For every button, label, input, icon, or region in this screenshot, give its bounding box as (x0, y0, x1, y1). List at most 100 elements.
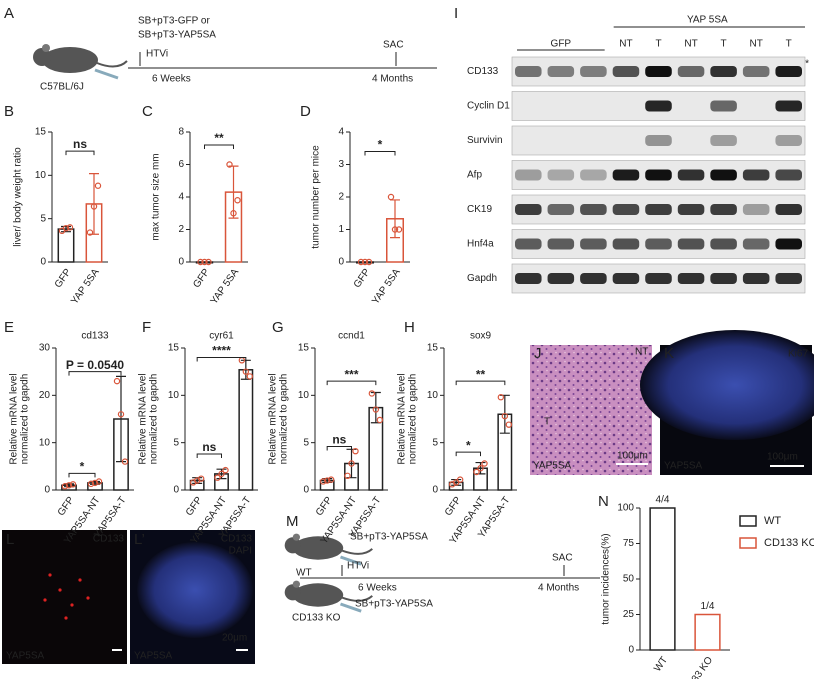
band (580, 169, 607, 181)
data-point (218, 470, 225, 478)
band (645, 66, 672, 77)
signal (48, 573, 52, 577)
label: SB+pT3-YAP5SA (355, 599, 433, 610)
y-tick-label: 100 (617, 503, 634, 514)
label: SB+pT3-YAP5SA (138, 30, 216, 41)
data-point (327, 476, 335, 483)
y-tick-label: 2 (338, 192, 344, 203)
x-tick-label: GFP (352, 267, 373, 290)
label: SAC (383, 40, 404, 51)
band (580, 204, 607, 215)
band (677, 204, 705, 215)
panel-label: G (272, 319, 284, 336)
syringe (340, 555, 362, 566)
band (710, 273, 737, 284)
data-point (352, 447, 359, 455)
bracket (326, 445, 352, 451)
signal (70, 603, 74, 607)
y-tick-label: 20 (39, 390, 51, 401)
bracket (68, 371, 122, 376)
bracket (455, 380, 506, 386)
panel-label: A (4, 5, 14, 22)
legend-swatch (739, 515, 757, 527)
band (515, 66, 542, 77)
y-tick-label: 10 (39, 437, 51, 448)
band (710, 169, 737, 181)
stain: CD133 (221, 534, 253, 545)
y-axis-label: Relative mRNA level (9, 373, 20, 464)
y-tick-label: 1 (338, 224, 344, 235)
y-tick-label: 5 (40, 213, 46, 224)
data-point (94, 182, 102, 189)
data-point (62, 224, 70, 232)
data-point (201, 258, 208, 266)
band (710, 135, 737, 146)
label: SB+pT3-GFP or (138, 16, 210, 27)
band (580, 273, 607, 284)
value-label: 1/4 (701, 601, 715, 612)
protein-label: Cyclin D1 (467, 101, 510, 112)
y-tick-label: 5 (303, 437, 309, 448)
y-tick-label: 0 (178, 257, 184, 268)
x-tick-label: GFP (56, 495, 77, 518)
data-point (501, 412, 509, 420)
protein-label: Gapdh (467, 273, 497, 284)
band (775, 169, 802, 181)
significance: **** (212, 344, 231, 358)
mouse-tail (341, 548, 373, 555)
significance: *** (344, 367, 358, 381)
band (580, 238, 607, 250)
panel-label: L (6, 531, 14, 548)
data-point (205, 258, 212, 266)
data-point (91, 479, 99, 487)
data-point (86, 229, 94, 236)
y-axis-label: Relative mRNA level (268, 373, 279, 464)
y-axis-label: normalized to gapdh (408, 374, 419, 465)
protein-label: CK19 (467, 204, 492, 215)
region: T (544, 417, 550, 428)
band (677, 169, 705, 181)
band (645, 169, 672, 181)
band (515, 169, 542, 181)
blot-strip (511, 125, 806, 156)
band (515, 273, 542, 284)
data-point (365, 258, 373, 266)
y-tick-label: 0 (173, 485, 179, 496)
y-tick-label: 0 (303, 485, 309, 496)
data-point (117, 411, 125, 418)
band (547, 169, 575, 181)
data-point (61, 483, 69, 490)
band (775, 135, 802, 146)
data-point (361, 258, 369, 266)
group: WT (296, 568, 312, 579)
bar (238, 369, 254, 491)
band (677, 273, 705, 284)
y-tick-label: 8 (178, 127, 184, 138)
signal (43, 598, 47, 602)
band (775, 66, 802, 77)
band (612, 66, 640, 77)
data-point (113, 377, 121, 385)
data-point (481, 460, 488, 467)
data-point (376, 416, 384, 424)
band (612, 204, 640, 215)
scale: 20μm (222, 633, 247, 644)
chart-title: cyr61 (209, 331, 234, 342)
mouse-ear (292, 580, 300, 588)
signal (86, 596, 90, 600)
data-point (87, 480, 95, 488)
chart-title: ccnd1 (338, 331, 365, 342)
band (710, 66, 737, 77)
y-axis-label: tumor incidences(%) (601, 533, 612, 624)
band (677, 238, 705, 250)
error-bar (228, 165, 239, 219)
data-point (497, 394, 505, 401)
data-point (69, 481, 77, 488)
label: HTVi (146, 49, 168, 60)
label: HTVi (347, 561, 369, 572)
y-tick-label: 0 (628, 645, 634, 656)
panel-label: I (454, 5, 458, 22)
significance: ns (202, 440, 216, 454)
panel-label: N (598, 493, 609, 510)
